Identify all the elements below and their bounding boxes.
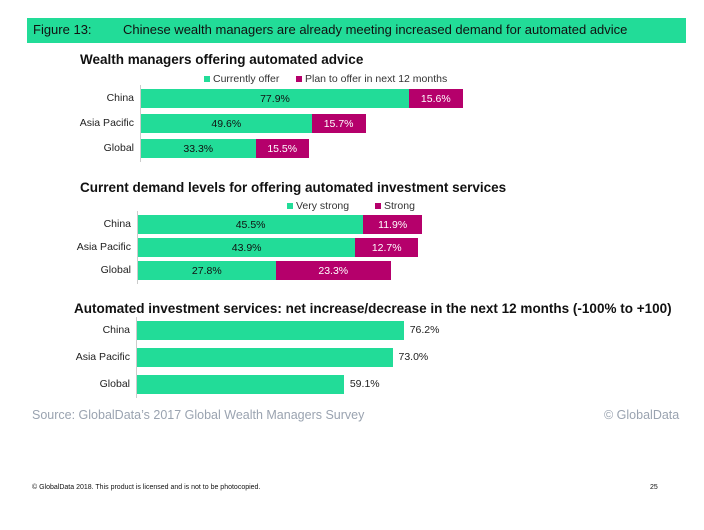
source-note: Source: GlobalData’s 2017 Global Wealth … [32,408,365,422]
legend-label: Very strong [296,200,350,212]
footer: © GlobalData 2018. This product is licen… [32,484,261,491]
legend-item: Plan to offer in next 12 months [296,73,447,85]
legend-swatch [204,76,210,82]
figure-number: Figure 13: [33,22,92,37]
bar-label-segment: 15.5% [255,139,309,158]
legend-swatch [287,203,293,209]
legend-label: Currently offer [213,73,280,85]
chart2-axis [137,211,138,284]
category-label: Global [100,264,131,276]
data-label: 73.0% [398,351,429,363]
data-label: 76.2% [409,324,440,336]
chart1-axis [140,85,141,162]
bar-label-segment: 49.6% [141,114,312,133]
legend-item: Strong [375,200,415,212]
legend-item: Currently offer [204,73,279,85]
category-label: China [102,324,130,336]
category-label: Asia Pacific [76,241,131,253]
bar-primary [137,321,404,340]
category-label: China [106,92,134,104]
legend-label: Plan to offer in next 12 months [305,73,448,85]
figure-header: Figure 13: Chinese wealth managers are a… [27,18,686,43]
legend-swatch [375,203,381,209]
chart2-title: Current demand levels for offering autom… [80,180,507,195]
bar-label-segment: 45.5% [138,215,364,234]
bar-label-segment: 43.9% [138,238,356,257]
chart3-title: Automated investment services: net incre… [74,301,672,316]
legend-item: Very strong [287,200,349,212]
category-label: Global [99,378,130,390]
copyright: © GlobalData [604,408,680,422]
bar-label-segment: 12.7% [355,238,419,257]
bar-label-segment: 77.9% [141,89,409,108]
bar-label-segment: 15.7% [311,114,366,133]
category-label: Global [103,142,134,154]
data-label: 59.1% [349,378,380,390]
legend-swatch [296,76,302,82]
category-label: China [103,218,131,230]
category-label: Asia Pacific [75,351,130,363]
bar-primary [137,375,344,394]
chart1-title: Wealth managers offering automated advic… [80,52,364,67]
category-label: Asia Pacific [79,117,134,129]
bar-label-segment: 15.6% [408,89,463,108]
bar-label-segment: 11.9% [363,215,423,234]
bar-label-segment: 33.3% [141,139,256,158]
page-number: 25 [650,484,658,491]
figure-title: Chinese wealth managers are already meet… [123,22,628,37]
legend-label: Strong [384,200,415,212]
bar-primary [137,348,393,367]
bar-label-segment: 27.8% [138,261,276,280]
bar-label-segment: 23.3% [275,261,391,280]
chart3-axis [136,317,137,398]
